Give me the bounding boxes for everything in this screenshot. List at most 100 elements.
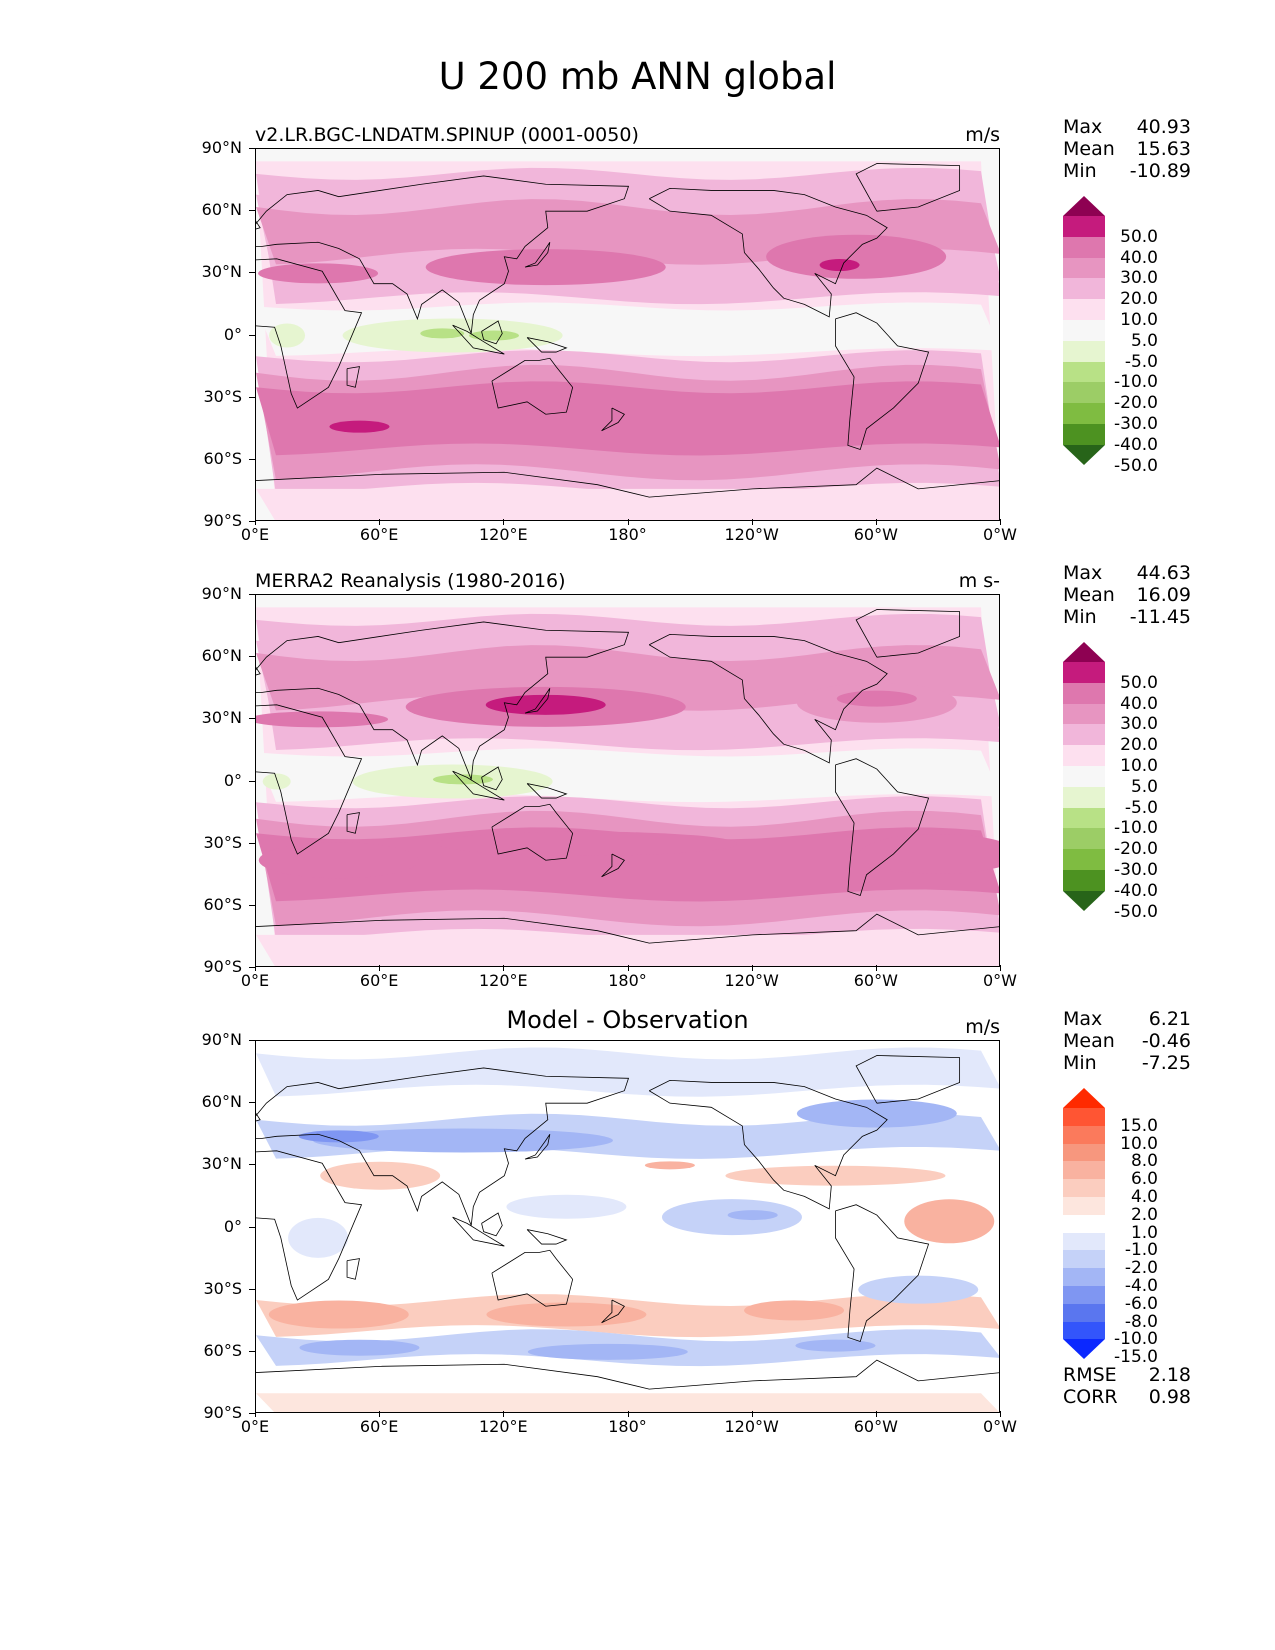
coastline: [648, 633, 888, 764]
coastline: [524, 688, 551, 714]
colorbar-field: [1063, 642, 1105, 911]
colorbar-segment: [1063, 340, 1105, 362]
colorbar-segment: [1063, 1214, 1105, 1233]
colorbar-tick-label: -40.0: [1114, 434, 1158, 455]
latitude-tick-label: 90°N: [182, 584, 255, 603]
latitude-tick-label: 60°S: [182, 449, 255, 468]
field-statistics: Max 6.21 Mean -0.46 Min -7.25: [1063, 1008, 1191, 1074]
longitude-tick-label: 0°E: [215, 519, 295, 544]
colorbar-segment: [1063, 1143, 1105, 1162]
colorbar-tick-label: 4.0: [1130, 1187, 1158, 1207]
panel-units: m/s: [965, 124, 1000, 146]
colorbar-segment: [1063, 724, 1105, 746]
colorbar-tick-label: -10.0: [1114, 1329, 1158, 1350]
figure-title: U 200 mb ANN global: [438, 55, 837, 98]
longitude-tick-label: 0°E: [215, 1411, 295, 1436]
colorbar-tick-label: 2.0: [1130, 1204, 1158, 1225]
coastline: [256, 704, 363, 855]
colorbar-tick-label: -1.0: [1124, 1240, 1158, 1261]
colorbar-extend-min: [1063, 1339, 1105, 1360]
colorbar-tick-label: 50.0: [1120, 672, 1158, 693]
colorbar-segment: [1063, 423, 1105, 445]
stat-label: Min: [1063, 606, 1097, 628]
longitude-tick-label: 120°E: [463, 965, 543, 990]
colorbar-segment: [1063, 828, 1105, 850]
colorbar-tick-label: -5.0: [1124, 797, 1158, 818]
colorbar-tick-label: 20.0: [1120, 735, 1158, 756]
panel-title: MERRA2 Reanalysis (1980-2016): [255, 570, 566, 592]
colorbar-tick-label: 30.0: [1120, 268, 1158, 289]
coastline: [481, 766, 503, 791]
coastline: [491, 803, 574, 861]
colorbar-segment: [1063, 257, 1105, 279]
colorbar-tick-label: 20.0: [1120, 289, 1158, 310]
colorbar-tick-label: -4.0: [1124, 1276, 1158, 1296]
colorbar-extend-max: [1063, 642, 1105, 662]
contour-band: [256, 1047, 999, 1097]
colorbar-extend-max: [1063, 1088, 1105, 1108]
colorbar-segment: [1063, 786, 1105, 808]
latitude-tick-label: 0°: [182, 771, 255, 790]
rmse-corr-statistics: RMSE 2.18 CORR 0.98: [1063, 1364, 1191, 1408]
longitude-tick-label: 180°: [588, 1411, 668, 1436]
latitude-tick-label: 90°N: [182, 1030, 255, 1049]
coastline: [601, 407, 625, 432]
colorbar-segment: [1063, 216, 1105, 237]
colorbar-tick-label: -30.0: [1114, 860, 1158, 880]
contour-region: [262, 773, 291, 790]
colorbar-segment: [1063, 319, 1105, 341]
contour-region: [904, 1199, 995, 1244]
contour-map: [256, 595, 999, 966]
colorbar-segment: [1063, 1196, 1105, 1215]
coastline: [835, 758, 930, 896]
latitude-tick-label: 60°N: [182, 1092, 255, 1111]
latitude-tick-label: 0°: [182, 325, 255, 344]
contour-region: [329, 420, 390, 433]
contour-band: [256, 381, 999, 456]
field-statistics: Max 40.93 Mean 15.63 Min -10.89: [1063, 116, 1191, 182]
coastlines: [256, 609, 999, 944]
colorbar-tick-label: -2.0: [1124, 1258, 1158, 1279]
contour-region: [432, 774, 493, 785]
colorbar-tick-label: 40.0: [1120, 693, 1158, 714]
panel-units: m/s: [965, 1016, 1000, 1038]
coastline: [648, 1079, 888, 1210]
coastline: [601, 853, 625, 878]
coastline: [256, 1067, 630, 1226]
contour-region: [506, 1194, 627, 1219]
colorbar-segment: [1063, 1108, 1105, 1126]
stat-label: Min: [1063, 1052, 1097, 1074]
coastline: [526, 337, 568, 353]
latitude-tick-label: 90°S: [182, 1403, 255, 1422]
colorbar-tick-label: 50.0: [1120, 226, 1158, 247]
contour-region: [258, 263, 379, 284]
contour-region: [437, 831, 738, 856]
longitude-tick-label: 120°W: [712, 1411, 792, 1436]
colorbar-tick-label: 6.0: [1130, 1169, 1158, 1190]
stat-value: 0.98: [1148, 1386, 1191, 1408]
longitude-tick-label: 60°E: [339, 519, 419, 544]
map-panel-2: MERRA2 Reanalysis (1980-2016)m s-190°N60…: [0, 562, 1275, 1044]
stat-value: -10.89: [1129, 160, 1191, 182]
stat-label: Mean: [1063, 1030, 1115, 1052]
latitude-tick-label: 30°S: [182, 387, 255, 406]
colorbar-segment: [1063, 299, 1105, 320]
colorbar-segment: [1063, 1285, 1105, 1304]
colorbar-segment: [1063, 682, 1105, 704]
contour-region: [312, 1128, 613, 1153]
colorbar-segment: [1063, 403, 1105, 424]
coastline: [256, 1359, 999, 1390]
coastline: [452, 1216, 505, 1247]
longitude-tick-label: 60°W: [836, 1411, 916, 1436]
panel-title: v2.LR.BGC-LNDATM.SPINUP (0001-0050): [255, 124, 639, 146]
contour-region: [258, 842, 419, 879]
coastline: [481, 320, 503, 345]
contour-map: [256, 149, 999, 520]
latitude-tick-label: 90°S: [182, 957, 255, 976]
longitude-tick-label: 60°W: [836, 519, 916, 544]
coastline: [481, 1212, 503, 1237]
map-plot-area: [255, 148, 1000, 521]
coastline: [835, 1204, 930, 1342]
colorbar-tick-label: 10.0: [1120, 310, 1158, 330]
latitude-tick-label: 30°N: [182, 262, 255, 281]
